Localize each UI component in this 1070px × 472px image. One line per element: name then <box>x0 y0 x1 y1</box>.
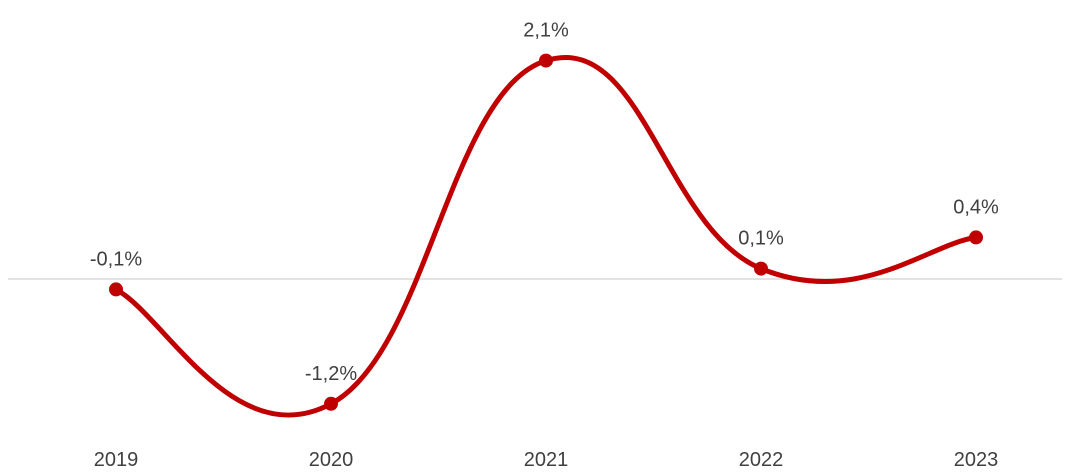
data-label-2021: 2,1% <box>523 20 569 42</box>
data-label-2023: 0,4% <box>953 196 999 218</box>
data-point-2019 <box>109 282 123 297</box>
data-point-2023 <box>969 230 983 245</box>
x-tick-label-2020: 2020 <box>309 449 354 471</box>
series-line <box>113 55 979 418</box>
x-tick-label-2019: 2019 <box>94 449 139 471</box>
data-point-2020 <box>324 396 338 411</box>
x-tick-label-2022: 2022 <box>739 449 784 471</box>
x-tick-label-2021: 2021 <box>524 449 569 471</box>
data-labels: -0,1% -1,2% 2,1% 0,1% 0,4% <box>90 20 999 385</box>
data-points <box>109 53 983 411</box>
data-label-2022: 0,1% <box>738 228 784 250</box>
x-axis-ticks: 2019 2020 2021 2022 2023 <box>94 449 999 471</box>
data-label-2020: -1,2% <box>305 363 357 385</box>
data-label-2019: -0,1% <box>90 248 142 270</box>
data-point-2022 <box>754 261 768 276</box>
x-tick-label-2023: 2023 <box>954 449 999 471</box>
data-point-2021 <box>539 53 553 68</box>
